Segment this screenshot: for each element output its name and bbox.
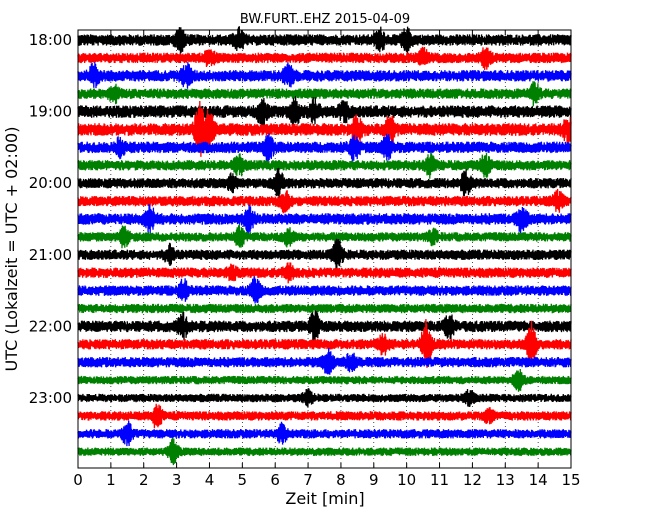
x-tick-label: 6 xyxy=(270,471,280,489)
trace-1830 xyxy=(77,62,572,89)
x-tick-label: 2 xyxy=(139,471,149,489)
trace-2130 xyxy=(77,276,572,304)
y-tick-label: 18:00 xyxy=(29,31,72,49)
trace-2300 xyxy=(77,388,572,408)
y-tick-label: 20:00 xyxy=(29,174,72,192)
y-axis: 18:00 19:00 20:00 21:00 22:00 23:00 xyxy=(29,31,571,407)
x-tick-label: 15 xyxy=(561,471,580,489)
y-tick-label: 21:00 xyxy=(29,246,72,264)
trace-1800 xyxy=(77,26,572,56)
plot-frame xyxy=(77,29,572,469)
x-tick-label: 8 xyxy=(336,471,346,489)
x-tick-label: 3 xyxy=(172,471,182,489)
trace-2330 xyxy=(77,420,572,447)
x-tick-label: 5 xyxy=(238,471,248,489)
trace-2245 xyxy=(77,368,572,392)
trace-2315 xyxy=(77,403,572,429)
trace-2345 xyxy=(77,437,572,466)
trace-2230 xyxy=(77,348,572,375)
x-tick-label: 7 xyxy=(303,471,313,489)
y-tick-label: 19:00 xyxy=(29,103,72,121)
trace-1845 xyxy=(77,81,572,107)
chart-title: BW.FURT..EHZ 2015-04-09 xyxy=(240,12,410,27)
x-tick-label: 4 xyxy=(205,471,215,489)
x-tick-label: 0 xyxy=(73,471,83,489)
x-tick-label: 1 xyxy=(106,471,116,489)
trace-2215 xyxy=(77,318,572,368)
y-axis-label: UTC (Lokalzeit = UTC + 02:00) xyxy=(2,127,21,372)
traces xyxy=(77,26,572,466)
trace-1945 xyxy=(77,152,572,179)
trace-1915 xyxy=(77,100,572,157)
x-tick-label: 13 xyxy=(496,471,515,489)
trace-2100 xyxy=(77,238,572,271)
x-tick-label: 11 xyxy=(430,471,449,489)
x-axis-label: Zeit [min] xyxy=(285,489,364,508)
trace-2045 xyxy=(77,224,572,249)
x-axis: 0 1 2 3 4 5 6 7 8 9 10 11 12 13 14 15 xyxy=(73,30,581,489)
trace-2200 xyxy=(77,310,572,343)
x-tick-label: 12 xyxy=(463,471,482,489)
y-tick-label: 22:00 xyxy=(29,317,72,335)
trace-2145 xyxy=(77,303,572,314)
x-tick-label: 9 xyxy=(369,471,379,489)
trace-1900 xyxy=(77,95,572,128)
trace-2030 xyxy=(77,204,572,234)
trace-1930 xyxy=(77,133,572,162)
y-tick-label: 23:00 xyxy=(29,389,72,407)
trace-2000 xyxy=(77,167,572,199)
x-tick-label: 10 xyxy=(397,471,416,489)
trace-1815 xyxy=(77,46,572,71)
trace-2015 xyxy=(77,188,572,214)
trace-2115 xyxy=(77,262,572,284)
x-tick-label: 14 xyxy=(529,471,548,489)
